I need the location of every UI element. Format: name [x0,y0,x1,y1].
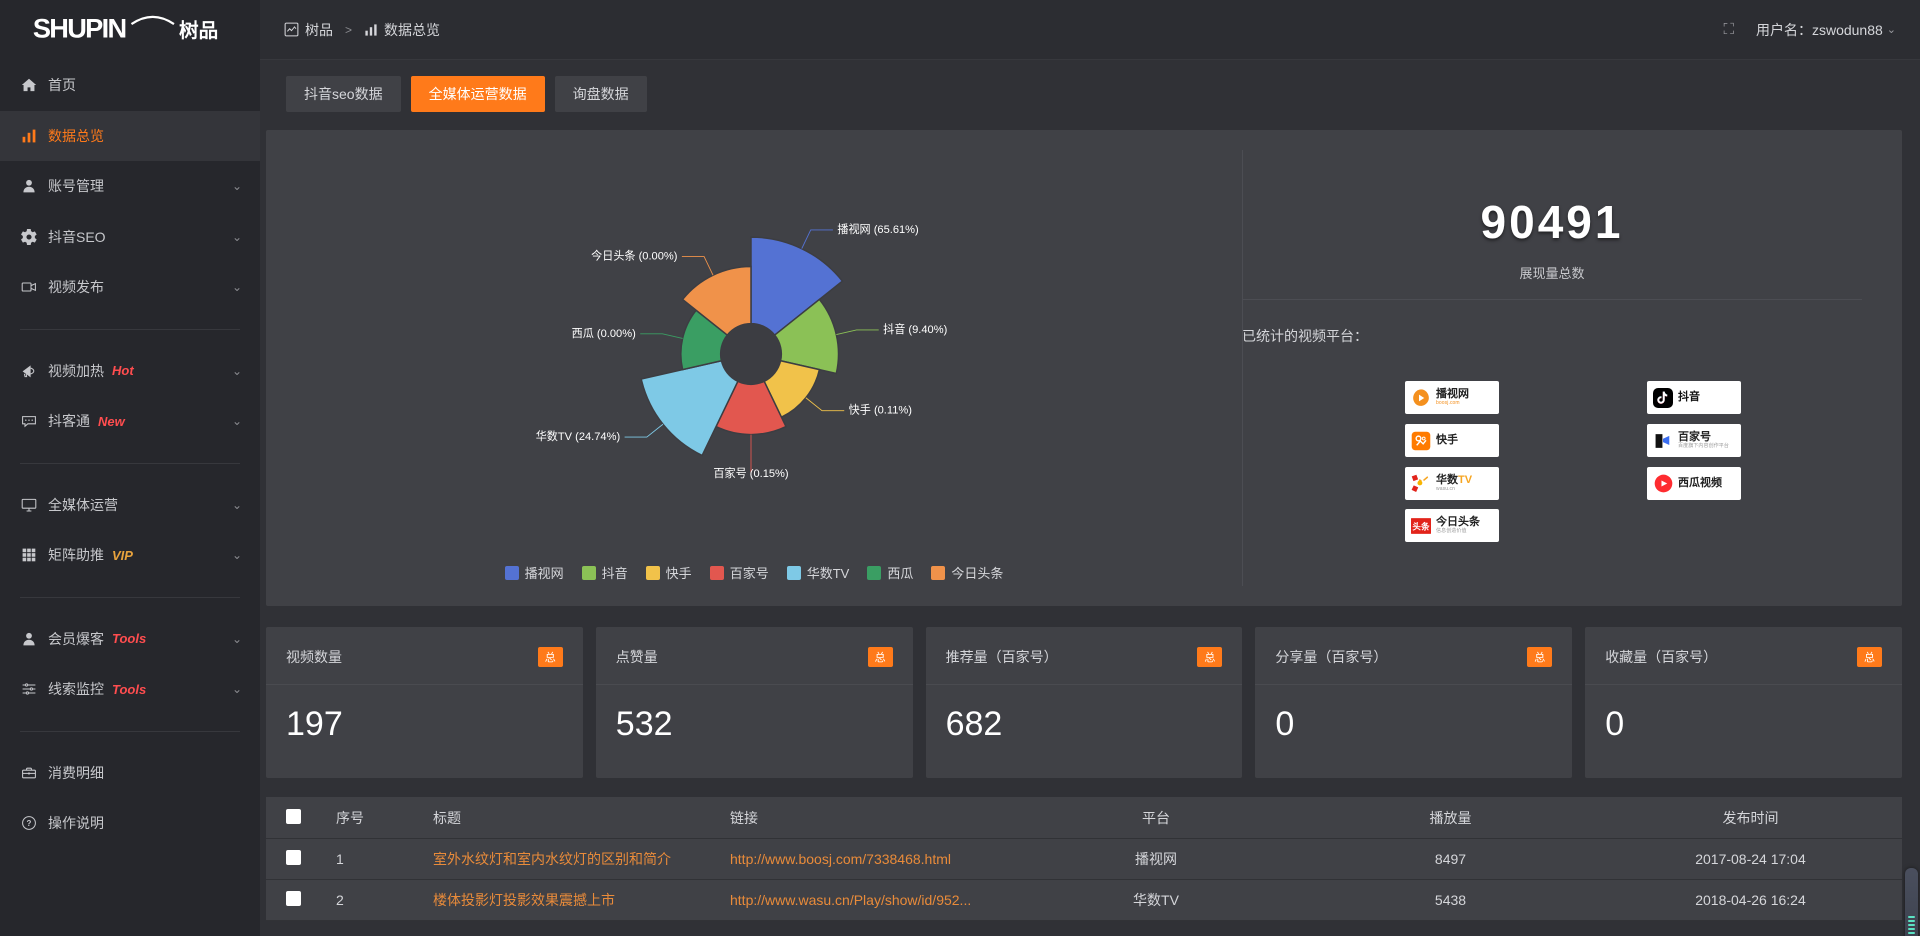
svg-text:树品: 树品 [179,19,218,42]
svg-text:SHUPIN: SHUPIN [33,13,126,44]
svg-text:头条: 头条 [1412,520,1430,531]
svg-text:?: ? [27,819,32,828]
